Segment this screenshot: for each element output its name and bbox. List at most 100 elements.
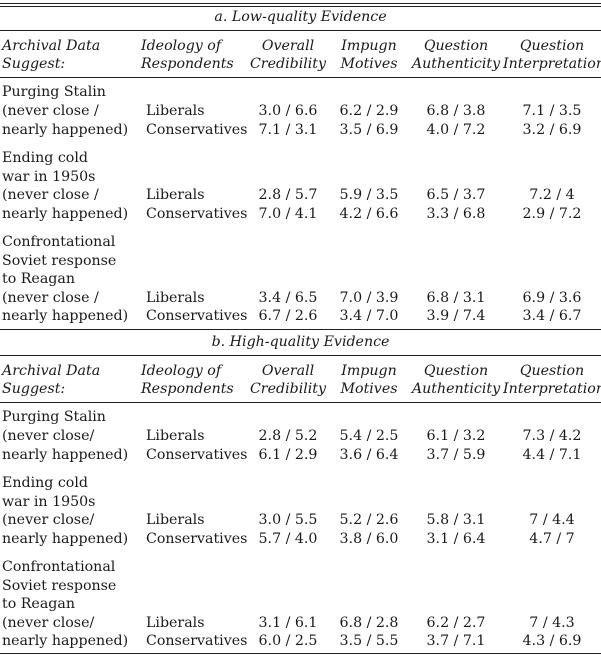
panel-b-row-2-conservative-interpretation: 4.7 / 7 [529,531,575,547]
panel-b-row-3-label-1: Confrontational [2,559,116,575]
panel-b-header-credibility-2: Credibility [249,381,327,397]
panel-a-row-2-conservative-authenticity: 3.3 / 6.8 [426,206,486,222]
panel-b-row-1-liberal-interpretation: 7.3 / 4.2 [522,428,582,444]
panel-a-row-2-liberal-authenticity: 6.5 / 3.7 [426,187,486,203]
panel-a-row-3-conservative-interpretation: 3.4 / 6.7 [522,308,582,324]
panel-b-header-authenticity-2: Authenticity [411,381,501,397]
panel-b-row-1-label-1: Purging Stalin [2,409,106,425]
panel-a-row-1-label-3: nearly happened) [2,122,129,138]
panel-b-row-3-liberal-authenticity: 6.2 / 2.7 [426,615,486,631]
panel-a-row-2-conservative-motives: 4.2 / 6.6 [339,206,399,222]
panel-b-header-authenticity-1: Question [423,363,489,379]
panel-a-header-interpretation-2: Interpretation [503,56,601,72]
panel-a-row-2-liberal-motives: 5.9 / 3.5 [339,187,399,203]
panel-a-header-motives-2: Motives [340,56,398,72]
panel-b-row-2-label-1: Ending cold [2,475,88,491]
panel-a-row-3-conservative-ideology: Conservatives [146,308,248,324]
panel-a-row-3-liberal-motives: 7.0 / 3.9 [339,290,399,306]
panel-a-header-credibility-2: Credibility [249,56,327,72]
panel-a-row-3-liberal-credibility: 3.4 / 6.5 [258,290,318,306]
panel-b-row-3-label-2: Soviet response [2,578,117,594]
panel-b-header-rule [0,402,601,403]
panel-a-bottom-rule [0,329,601,330]
panel-a-row-1-liberal-credibility: 3.0 / 6.6 [258,103,318,119]
panel-a-header-rule [0,77,601,78]
panel-b-row-1-label-3: nearly happened) [2,447,129,463]
panel-a-row-1-conservative-ideology: Conservatives [146,122,248,138]
panel-a-row-3-label-2: Soviet response [2,253,117,269]
panel-b-row-2-label-4: nearly happened) [2,531,129,547]
panel-b-row-2-conservative-motives: 3.8 / 6.0 [339,531,399,547]
panel-a-row-3-conservative-motives: 3.4 / 7.0 [339,308,399,324]
panel-b-row-3-conservative-ideology: Conservatives [146,633,248,649]
panel-a-row-3-conservative-credibility: 6.7 / 2.6 [258,308,318,324]
panel-a-header-credibility-1: Overall [261,38,315,54]
panel-b-header-credibility-1: Overall [261,363,315,379]
panel-b-row-1-liberal-credibility: 2.8 / 5.2 [258,428,318,444]
panel-a-row-3-liberal-authenticity: 6.8 / 3.1 [426,290,486,306]
panel-a-row-3-label-5: nearly happened) [2,308,129,324]
panel-b-row-1-liberal-authenticity: 6.1 / 3.2 [426,428,486,444]
panel-a-row-3-conservative-authenticity: 3.9 / 7.4 [426,308,486,324]
panel-a-row-3-liberal-ideology: Liberals [146,290,205,306]
panel-a-row-2-label-4: nearly happened) [2,206,129,222]
panel-a-header-authenticity-1: Question [423,38,489,54]
panel-a-header-ideology-2: Respondents [141,56,234,72]
panel-a-header-archival-2: Suggest: [2,56,66,72]
panel-b-row-3-label-3: to Reagan [2,596,75,612]
panel-b-row-2-liberal-authenticity: 5.8 / 3.1 [426,512,486,528]
panel-b-row-3-liberal-ideology: Liberals [146,615,205,631]
panel-b-row-3-liberal-interpretation: 7 / 4.3 [529,615,575,631]
panel-b-header-ideology-2: Respondents [141,381,234,397]
panel-a-header-motives-1: Impugn [341,38,397,54]
panel-a-title-rule [0,30,601,31]
panel-b-header-archival-2: Suggest: [2,381,66,397]
panel-a-row-1-liberal-motives: 6.2 / 2.9 [339,103,399,119]
top-rule [0,3,601,4]
panel-b-row-3-label-5: nearly happened) [2,633,129,649]
panel-b-row-1-label-2: (never close/ [2,428,95,444]
panel-b-row-1-conservative-authenticity: 3.7 / 5.9 [426,447,486,463]
panel-b-row-3-conservative-authenticity: 3.7 / 7.1 [426,633,486,649]
panel-a-row-1-conservative-interpretation: 3.2 / 6.9 [522,122,582,138]
panel-b-row-3-liberal-motives: 6.8 / 2.8 [339,615,399,631]
panel-a-title: a. Low-quality Evidence [214,9,387,25]
panel-a-row-1-label-1: Purging Stalin [2,84,106,100]
panel-b-row-3-conservative-interpretation: 4.3 / 6.9 [522,633,582,649]
panel-b-row-2-conservative-credibility: 5.7 / 4.0 [258,531,318,547]
panel-a-row-3-liberal-interpretation: 6.9 / 3.6 [522,290,582,306]
panel-a-header-archival-1: Archival Data [2,38,101,54]
panel-b-row-2-liberal-credibility: 3.0 / 5.5 [258,512,318,528]
panel-a-row-1-liberal-authenticity: 6.8 / 3.8 [426,103,486,119]
panel-b-row-1-conservative-ideology: Conservatives [146,447,248,463]
panel-b-row-1-conservative-credibility: 6.1 / 2.9 [258,447,318,463]
panel-a-row-1-label-2: (never close / [2,103,99,119]
panel-b-row-3-label-4: (never close/ [2,615,95,631]
panel-b-row-3-liberal-credibility: 3.1 / 6.1 [258,615,318,631]
panel-b-header-ideology-1: Ideology of [141,363,222,379]
panel-a-row-2-liberal-interpretation: 7.2 / 4 [529,187,575,203]
panel-a-header-interpretation-1: Question [519,38,585,54]
panel-b-title-rule [0,355,601,356]
panel-a-row-2-label-2: war in 1950s [2,169,96,185]
panel-b-title: b. High-quality Evidence [211,334,390,350]
panel-b-header-archival-1: Archival Data [2,363,101,379]
panel-a-row-1-liberal-ideology: Liberals [146,103,205,119]
panel-a-header-authenticity-2: Authenticity [411,56,501,72]
panel-a-row-2-liberal-ideology: Liberals [146,187,205,203]
panel-a-row-2-label-1: Ending cold [2,150,88,166]
panel-a-row-2-conservative-interpretation: 2.9 / 7.2 [522,206,582,222]
panel-b-row-3-conservative-motives: 3.5 / 5.5 [339,633,399,649]
panel-b-row-1-conservative-interpretation: 4.4 / 7.1 [522,447,582,463]
panel-b-bottom-rule [0,653,601,654]
panel-a-row-2-liberal-credibility: 2.8 / 5.7 [258,187,318,203]
panel-b-row-2-label-3: (never close/ [2,512,95,528]
panel-b-row-2-liberal-interpretation: 7 / 4.4 [529,512,575,528]
panel-a-row-2-label-3: (never close / [2,187,99,203]
panel-b-row-3-conservative-credibility: 6.0 / 2.5 [258,633,318,649]
panel-b-row-1-liberal-ideology: Liberals [146,428,205,444]
top-rule-inner [0,6,601,7]
panel-a-row-2-conservative-credibility: 7.0 / 4.1 [258,206,318,222]
panel-a-row-1-conservative-credibility: 7.1 / 3.1 [258,122,318,138]
